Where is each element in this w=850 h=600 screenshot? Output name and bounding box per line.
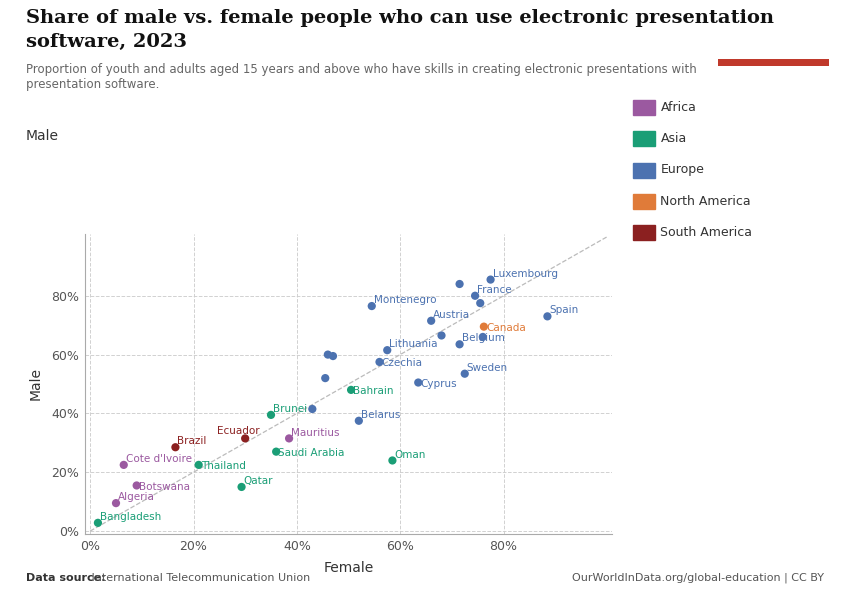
Point — [386, 455, 400, 465]
Text: North America: North America — [660, 194, 751, 208]
Point — [264, 410, 278, 419]
Text: Bangladesh: Bangladesh — [100, 512, 162, 521]
Text: Brazil: Brazil — [178, 436, 207, 446]
Point — [168, 442, 182, 452]
Text: Lithuania: Lithuania — [389, 339, 438, 349]
Point — [458, 369, 472, 379]
Text: France: France — [477, 285, 512, 295]
Point — [238, 434, 252, 443]
Text: Europe: Europe — [660, 163, 705, 176]
Text: Cote d'Ivoire: Cote d'Ivoire — [126, 454, 192, 464]
Text: International Telecommunication Union: International Telecommunication Union — [88, 573, 309, 583]
Text: software, 2023: software, 2023 — [26, 33, 186, 51]
Point — [484, 275, 497, 284]
Y-axis label: Male: Male — [29, 367, 43, 401]
Point — [453, 340, 467, 349]
Point — [434, 331, 448, 340]
Point — [305, 404, 319, 414]
Text: Data source:: Data source: — [26, 573, 105, 583]
Point — [344, 385, 358, 395]
Text: Saudi Arabia: Saudi Arabia — [278, 448, 344, 458]
Point — [372, 357, 386, 367]
Text: Our World: Our World — [744, 21, 803, 31]
Point — [326, 351, 340, 361]
Text: Brunei: Brunei — [273, 404, 307, 414]
Text: Spain: Spain — [549, 305, 579, 316]
Text: Botswana: Botswana — [139, 482, 190, 492]
Point — [468, 291, 482, 301]
Point — [473, 298, 487, 308]
Point — [424, 316, 438, 326]
Point — [109, 499, 122, 508]
Point — [117, 460, 131, 470]
Text: Austria: Austria — [434, 310, 470, 320]
Text: Algeria: Algeria — [118, 492, 155, 502]
Point — [91, 518, 105, 527]
Text: Proportion of youth and adults aged 15 years and above who have skills in creati: Proportion of youth and adults aged 15 y… — [26, 63, 696, 91]
Point — [411, 378, 425, 388]
Text: Thailand: Thailand — [201, 461, 246, 472]
Point — [269, 447, 283, 457]
Point — [477, 322, 490, 331]
Text: Qatar: Qatar — [244, 476, 273, 486]
Bar — [718, 59, 829, 66]
Text: Belgium: Belgium — [462, 334, 505, 343]
Text: Mauritius: Mauritius — [292, 428, 340, 437]
Point — [321, 350, 335, 359]
Point — [192, 460, 206, 470]
Text: Africa: Africa — [660, 101, 696, 114]
Text: Bahrain: Bahrain — [353, 386, 394, 397]
Text: Asia: Asia — [660, 132, 687, 145]
Text: Czechia: Czechia — [382, 358, 422, 368]
Text: Luxembourg: Luxembourg — [493, 269, 558, 279]
Point — [282, 434, 296, 443]
Text: Belarus: Belarus — [361, 410, 400, 420]
Point — [352, 416, 366, 425]
X-axis label: Female: Female — [323, 561, 374, 575]
Text: OurWorldInData.org/global-education | CC BY: OurWorldInData.org/global-education | CC… — [573, 572, 824, 583]
Point — [235, 482, 248, 492]
Point — [476, 332, 490, 342]
Text: South America: South America — [660, 226, 752, 239]
Text: Montenegro: Montenegro — [374, 295, 436, 305]
Text: Oman: Oman — [394, 449, 426, 460]
Text: Share of male vs. female people who can use electronic presentation: Share of male vs. female people who can … — [26, 9, 774, 27]
Text: Canada: Canada — [486, 323, 525, 333]
Point — [319, 373, 332, 383]
Text: Male: Male — [26, 129, 59, 143]
Point — [130, 481, 144, 490]
Text: Cyprus: Cyprus — [420, 379, 457, 389]
Point — [381, 346, 394, 355]
Point — [453, 279, 467, 289]
Point — [541, 311, 554, 321]
Text: in Data: in Data — [752, 40, 795, 49]
Point — [365, 301, 378, 311]
Text: Ecuador: Ecuador — [217, 426, 259, 436]
Text: Sweden: Sweden — [467, 363, 508, 373]
